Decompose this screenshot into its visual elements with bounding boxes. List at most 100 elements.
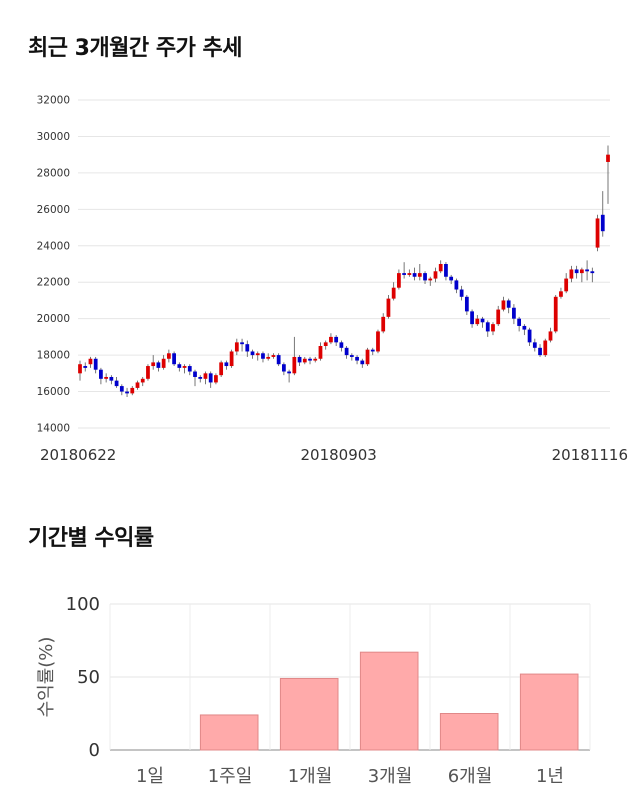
candle-body bbox=[187, 366, 192, 372]
candle-body bbox=[156, 362, 161, 368]
candle-body bbox=[250, 351, 255, 356]
candle-body bbox=[161, 358, 166, 368]
candle-body bbox=[590, 271, 595, 274]
candle-body bbox=[423, 273, 427, 281]
candle-body bbox=[119, 386, 124, 392]
y-tick-label: 26000 bbox=[37, 204, 70, 216]
candle-body bbox=[140, 378, 145, 383]
y-axis-label: 수익률(%) bbox=[36, 637, 57, 718]
candle-body bbox=[166, 353, 171, 359]
candle-body bbox=[559, 291, 563, 297]
x-tick-label: 1주일 bbox=[208, 766, 253, 787]
candle-body bbox=[496, 309, 501, 325]
candle-body bbox=[459, 289, 464, 297]
candle-body bbox=[318, 346, 323, 359]
candle-body bbox=[491, 324, 495, 332]
x-tick-label: 6개월 bbox=[448, 766, 493, 787]
return-bar bbox=[199, 714, 259, 751]
candle-body bbox=[276, 355, 281, 365]
candle-body bbox=[255, 353, 260, 356]
candle-body bbox=[600, 214, 605, 232]
candle-body bbox=[329, 336, 333, 343]
candle-body bbox=[177, 364, 182, 368]
candle-body bbox=[480, 318, 485, 323]
candle-body bbox=[470, 311, 474, 325]
candle-body bbox=[234, 342, 239, 352]
candle-body bbox=[501, 300, 506, 310]
candle-body bbox=[569, 269, 574, 279]
y-tick-label: 0 bbox=[89, 740, 100, 761]
candle-body bbox=[433, 271, 438, 279]
y-tick-label: 16000 bbox=[37, 386, 70, 398]
candle-body bbox=[229, 351, 234, 367]
y-tick-label: 22000 bbox=[37, 277, 70, 289]
candle-body bbox=[606, 154, 610, 162]
candle-body bbox=[564, 278, 569, 292]
candle-body bbox=[517, 318, 522, 326]
candle-body bbox=[266, 356, 271, 359]
x-tick-label: 1일 bbox=[136, 766, 164, 787]
candle-body bbox=[585, 269, 589, 272]
candle-body bbox=[360, 360, 365, 365]
candle-body bbox=[114, 380, 119, 387]
candle-body bbox=[402, 273, 407, 275]
x-tick-label: 20180903 bbox=[301, 446, 377, 464]
x-tick-label: 1개월 bbox=[288, 766, 333, 787]
candle-body bbox=[88, 358, 93, 365]
candle-body bbox=[449, 276, 454, 281]
y-tick-label: 30000 bbox=[37, 131, 70, 143]
candle-body bbox=[527, 329, 532, 343]
candle-body bbox=[438, 264, 443, 272]
y-tick-label: 24000 bbox=[37, 240, 70, 252]
candle-body bbox=[344, 347, 349, 356]
candle-body bbox=[109, 376, 114, 381]
candle-body bbox=[93, 358, 98, 370]
return-bar bbox=[279, 677, 339, 751]
candle-body bbox=[595, 218, 600, 248]
candle-body bbox=[198, 376, 203, 379]
price-trend-title: 최근 3개월간 주가 추세 bbox=[28, 36, 242, 61]
candle-body bbox=[151, 362, 156, 367]
candle-body bbox=[475, 318, 480, 325]
candle-body bbox=[182, 366, 187, 368]
candle-body bbox=[219, 362, 224, 376]
candle-body bbox=[281, 364, 286, 372]
candle-body bbox=[574, 269, 579, 274]
x-tick-label: 20180622 bbox=[40, 446, 116, 464]
candle-body bbox=[240, 342, 244, 345]
candle-body bbox=[292, 356, 297, 374]
return-bar bbox=[359, 651, 419, 751]
y-tick-label: 50 bbox=[77, 667, 100, 688]
candle-body bbox=[532, 342, 537, 348]
return-bar bbox=[519, 673, 579, 751]
candle-body bbox=[208, 373, 213, 383]
y-tick-label: 20000 bbox=[37, 313, 70, 325]
candlestick-chart: 14000 16000 18000 20000 22000 24000 26000 28000… bbox=[37, 95, 628, 465]
candle-body bbox=[224, 362, 229, 367]
return-bar bbox=[439, 713, 499, 751]
candle-body bbox=[104, 376, 109, 379]
candle-body bbox=[287, 371, 291, 374]
candle-body bbox=[381, 316, 386, 332]
candle-body bbox=[365, 349, 370, 365]
candle-body bbox=[323, 342, 328, 346]
candle-body bbox=[485, 322, 490, 332]
candle-body bbox=[553, 296, 558, 332]
candle-body bbox=[543, 340, 548, 356]
x-tick-label: 1년 bbox=[536, 766, 564, 787]
candle-body bbox=[193, 371, 197, 377]
candle-body bbox=[397, 273, 401, 288]
candle-body bbox=[271, 355, 276, 357]
candle-body bbox=[130, 387, 135, 394]
y-tick-label: 18000 bbox=[37, 350, 70, 362]
candle-body bbox=[146, 366, 150, 379]
x-tick-label: 3개월 bbox=[368, 766, 413, 787]
candle-body bbox=[334, 336, 339, 343]
candle-body bbox=[339, 342, 344, 348]
candle-body bbox=[313, 358, 318, 361]
candle-body bbox=[444, 264, 448, 277]
candle-body bbox=[214, 375, 218, 383]
candle-body bbox=[370, 349, 375, 352]
y-tick-label: 32000 bbox=[37, 95, 70, 107]
candle-body bbox=[376, 331, 380, 352]
